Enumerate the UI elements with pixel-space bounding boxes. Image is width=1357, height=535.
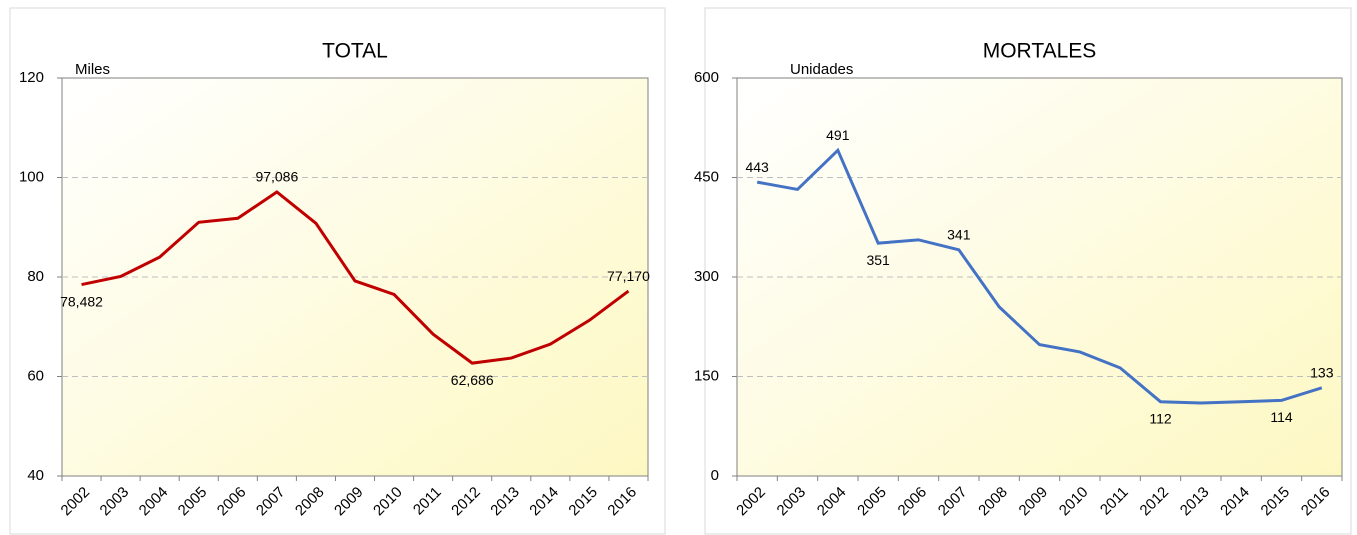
y-tick-label: 40 <box>27 467 44 484</box>
y-tick-label: 450 <box>694 168 719 185</box>
y-tick-label: 120 <box>19 69 44 86</box>
data-label: 97,086 <box>255 169 298 185</box>
y-tick-label: 60 <box>27 367 44 384</box>
data-label: 133 <box>1310 364 1334 380</box>
chart-title: MORTALES <box>983 40 1097 63</box>
y-tick-label: 300 <box>694 268 719 285</box>
data-label: 77,170 <box>607 268 650 284</box>
y-tick-label: 0 <box>711 467 719 484</box>
y-tick-label: 80 <box>27 268 44 285</box>
y-axis-label: Unidades <box>790 61 853 78</box>
data-label: 62,686 <box>451 372 494 388</box>
data-label: 443 <box>745 159 769 175</box>
line <box>756 147 1323 405</box>
data-label: 341 <box>947 227 971 243</box>
data-label: 114 <box>1270 409 1293 425</box>
y-axis-label: Miles <box>75 61 110 78</box>
y-tick-label: 100 <box>19 168 44 185</box>
line <box>81 190 630 365</box>
data-label: 351 <box>866 252 890 268</box>
y-tick-label: 600 <box>694 69 719 86</box>
data-label: 78,482 <box>60 293 103 309</box>
data-label: 112 <box>1149 410 1172 426</box>
data-label: 491 <box>826 127 850 143</box>
chart-title: TOTAL <box>322 40 388 63</box>
y-tick-label: 150 <box>694 367 719 384</box>
